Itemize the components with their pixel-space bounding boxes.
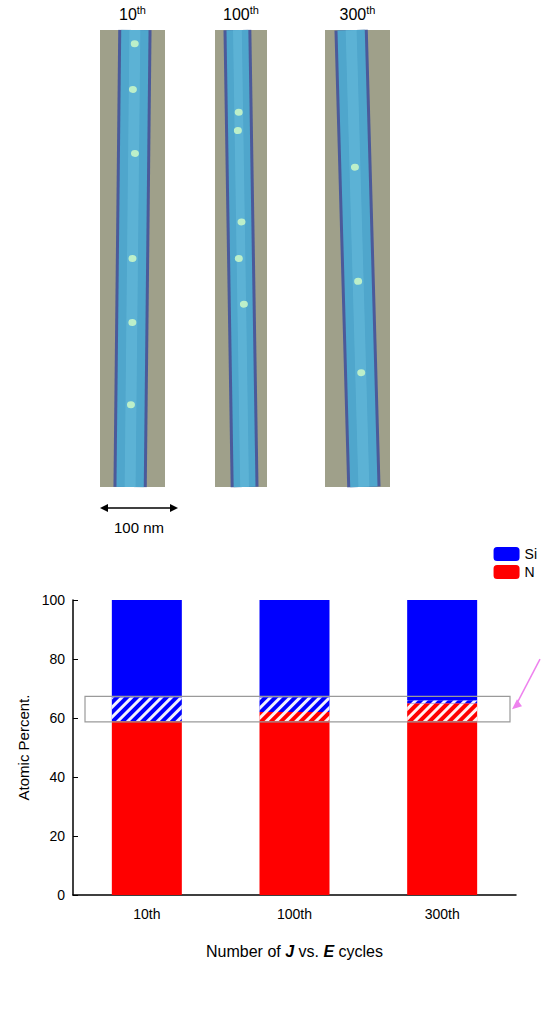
svg-text:E: E: [323, 942, 335, 960]
svg-text:Number: Number: [206, 943, 264, 960]
svg-text:100th: 100th: [223, 4, 259, 23]
svg-text:Atomic Percent.: Atomic Percent.: [15, 695, 32, 801]
svg-text:20: 20: [49, 828, 65, 844]
svg-text:60: 60: [49, 710, 65, 726]
svg-text:10th: 10th: [119, 4, 146, 23]
svg-text:100: 100: [42, 592, 66, 608]
svg-text:300th: 300th: [425, 906, 460, 922]
svg-text:100 nm: 100 nm: [114, 519, 164, 536]
svg-text:J: J: [285, 942, 295, 960]
svg-text:300th: 300th: [340, 4, 376, 23]
svg-text:Si: Si: [525, 546, 537, 562]
svg-text:10th: 10th: [133, 906, 160, 922]
svg-text:N: N: [525, 564, 535, 580]
svg-text:40: 40: [49, 769, 65, 785]
svg-text:0: 0: [57, 887, 65, 903]
svg-text:vs.: vs.: [299, 943, 319, 960]
svg-text:100th: 100th: [277, 906, 312, 922]
svg-text:80: 80: [49, 651, 65, 667]
svg-text:of: of: [267, 943, 281, 960]
svg-text:cycles: cycles: [339, 943, 383, 960]
